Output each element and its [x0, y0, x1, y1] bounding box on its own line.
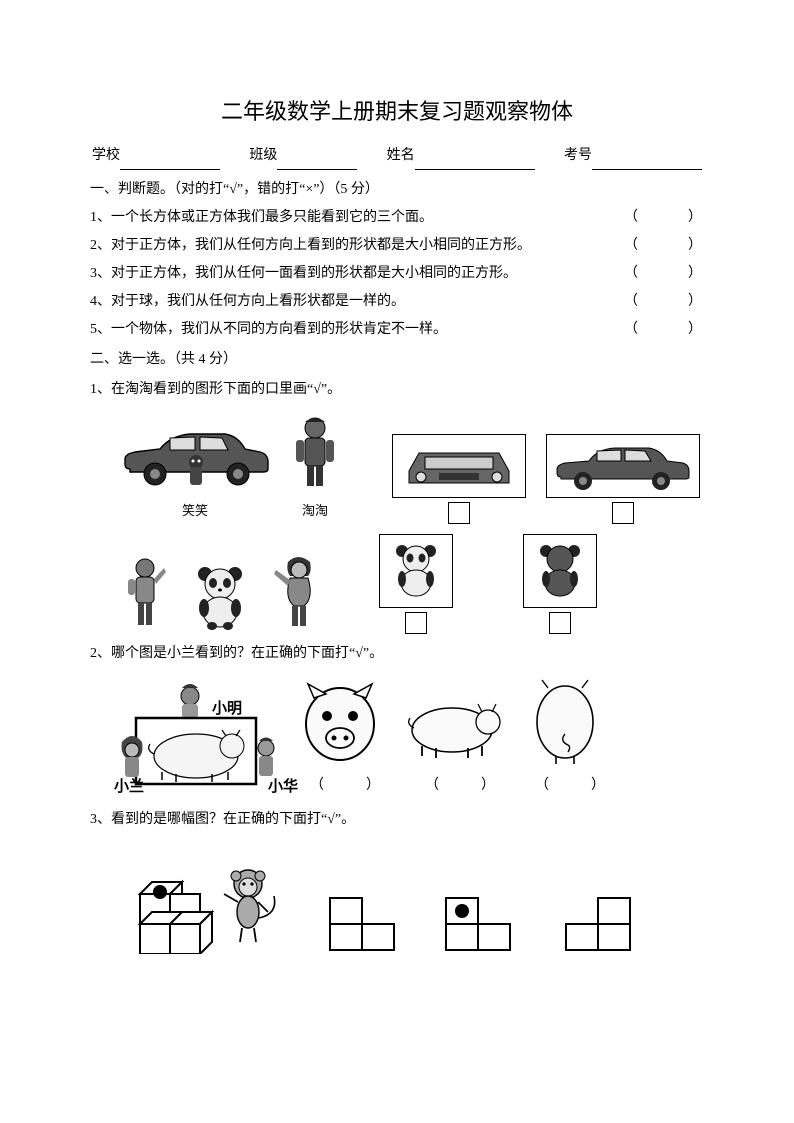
car-side-icon	[553, 441, 693, 491]
exam-label: 考号	[564, 148, 592, 163]
q2-paren-1[interactable]: （ ）	[310, 772, 370, 800]
tf-item-5: 5、一个物体，我们从不同的方向看到的形状肯定不一样。	[90, 316, 447, 344]
answer-paren[interactable]: （ ）	[624, 260, 704, 288]
exam-blank[interactable]	[592, 152, 702, 170]
pig-side-icon	[400, 688, 510, 768]
school-label: 学校	[92, 148, 120, 163]
student-info: 学校 班级 姓名 考号	[90, 142, 704, 170]
answer-paren[interactable]: （ ）	[624, 288, 704, 316]
q1-checkbox-1[interactable]	[448, 502, 470, 524]
panda-back-option-icon	[530, 541, 590, 601]
class-label: 班级	[249, 148, 277, 163]
car-front-option	[392, 434, 526, 498]
q2-row: 小明 小兰 小华 （ ） （ ） （ ）	[120, 678, 704, 800]
person-left-icon	[120, 554, 170, 634]
section1-heading: 一、判断题。（对的打“√”，错的打“×”）（5 分）	[90, 176, 704, 204]
panda-front-option-icon	[386, 541, 446, 601]
xiaolan-label: 小兰	[114, 772, 144, 802]
car-main-icon	[120, 424, 270, 494]
cubes-monkey-icon	[130, 844, 290, 954]
q2-text: 2、哪个图是小兰看到的？在正确的下面打“√”。	[90, 640, 704, 668]
q3-option-3-icon	[558, 894, 638, 954]
q1-row1: 笑笑 淘淘	[120, 414, 704, 524]
q1-row2	[120, 534, 704, 634]
pig-face-icon	[300, 678, 380, 768]
tf-item-1: 1、一个长方体或正方体我们最多只能看到它的三个面。	[90, 204, 433, 232]
q1b-checkbox-1[interactable]	[405, 612, 427, 634]
car-side-option	[546, 434, 700, 498]
q1b-checkbox-2[interactable]	[549, 612, 571, 634]
school-blank[interactable]	[120, 152, 220, 170]
xiaoming-label: 小明	[212, 694, 242, 724]
page-title: 二年级数学上册期末复习题观察物体	[90, 90, 704, 134]
girl-pointing-icon	[270, 554, 325, 634]
q1-text: 1、在淘淘看到的图形下面的口里画“√”。	[90, 376, 704, 404]
q2-paren-3[interactable]: （ ）	[535, 772, 595, 800]
answer-paren[interactable]: （ ）	[624, 204, 704, 232]
tf-item-2: 2、对于正方体，我们从任何方向上看到的形状都是大小相同的正方形。	[90, 232, 531, 260]
answer-paren[interactable]: （ ）	[624, 316, 704, 344]
pig-rear-icon	[530, 678, 600, 768]
car-front-icon	[399, 441, 519, 491]
q3-option-1-icon	[326, 894, 406, 954]
name-label: 姓名	[387, 148, 415, 163]
tf-item-4: 4、对于球，我们从任何方向上看形状都是一样的。	[90, 288, 405, 316]
section2-heading: 二、选一选。（共 4 分）	[90, 346, 704, 374]
panda-front-icon	[190, 564, 250, 634]
xiaohua-label: 小华	[268, 772, 298, 802]
answer-paren[interactable]: （ ）	[624, 232, 704, 260]
panda-back-option	[523, 534, 597, 608]
taotao-icon	[290, 414, 340, 494]
q3-row	[130, 844, 704, 954]
panda-front-option	[379, 534, 453, 608]
class-blank[interactable]	[277, 152, 357, 170]
tf-item-3: 3、对于正方体，我们从任何一面看到的形状都是大小相同的正方形。	[90, 260, 517, 288]
xiaoxiao-label: 笑笑	[182, 498, 208, 524]
q2-paren-2[interactable]: （ ）	[425, 772, 485, 800]
q1-checkbox-2[interactable]	[612, 502, 634, 524]
name-blank[interactable]	[415, 152, 535, 170]
taotao-label: 淘淘	[302, 498, 328, 524]
q3-option-2-icon	[442, 894, 522, 954]
q3-text: 3、看到的是哪幅图？在正确的下面打“√”。	[90, 806, 704, 834]
